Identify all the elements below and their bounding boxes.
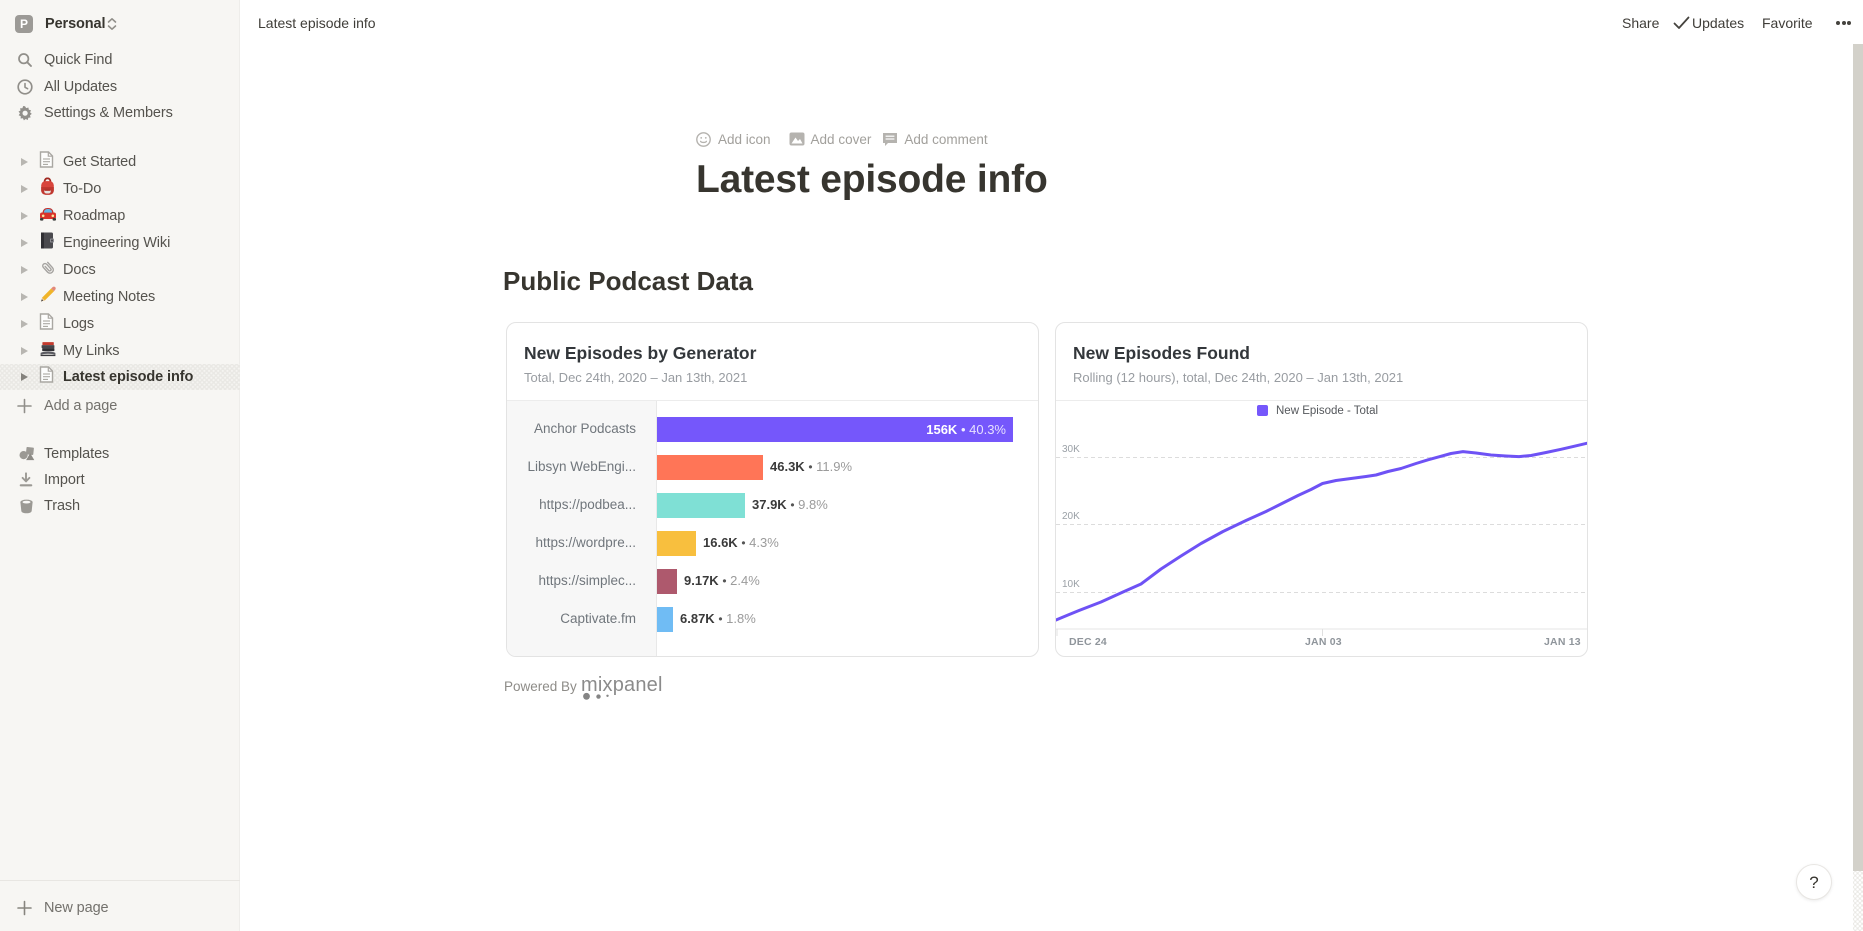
svg-text:mixpanel: mixpanel: [581, 674, 663, 696]
